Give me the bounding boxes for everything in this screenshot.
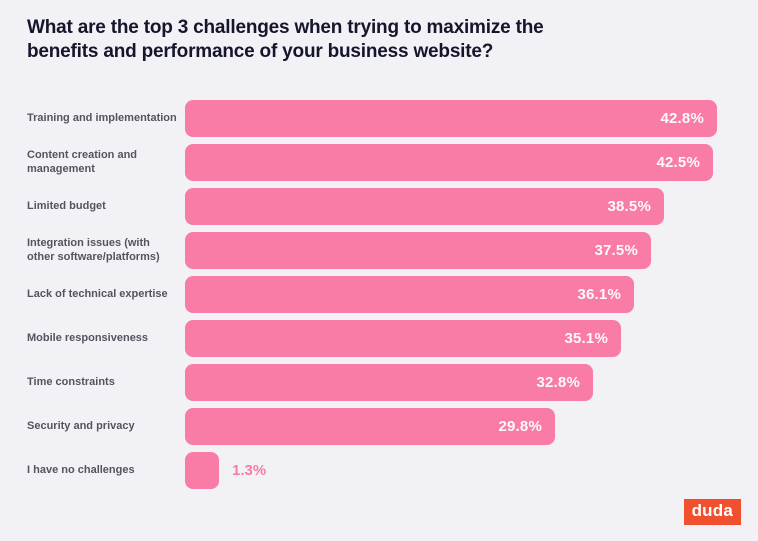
chart-row: Content creation and management 42.5% bbox=[0, 143, 758, 181]
chart-row: Integration issues (with other software/… bbox=[0, 231, 758, 269]
bar: 38.5% bbox=[185, 187, 664, 225]
bar-track: 29.8% bbox=[185, 407, 758, 445]
category-label: Limited budget bbox=[27, 199, 106, 212]
category-label: I have no challenges bbox=[27, 463, 135, 476]
bar: 42.8% bbox=[185, 99, 717, 137]
bar: 36.1% bbox=[185, 275, 634, 313]
bar-chart: Training and implementation 42.8% Content … bbox=[0, 99, 758, 489]
bar-track: 42.8% bbox=[185, 99, 758, 137]
bar-track: 36.1% bbox=[185, 275, 758, 313]
chart-row: Time constraints 32.8% bbox=[0, 363, 758, 401]
bar bbox=[185, 451, 219, 489]
bar-track: 32.8% bbox=[185, 363, 758, 401]
bar-value-label: 36.1% bbox=[577, 285, 621, 303]
category-label: Content creation and management bbox=[27, 148, 138, 176]
bar-value-label: 37.5% bbox=[594, 241, 638, 259]
bar-track: 37.5% bbox=[185, 231, 758, 269]
bar: 35.1% bbox=[185, 319, 621, 357]
chart-row: Lack of technical expertise 36.1% bbox=[0, 275, 758, 313]
bar-value-label: 42.5% bbox=[656, 153, 700, 171]
bar-value-label: 32.8% bbox=[536, 373, 580, 391]
bar: 42.5% bbox=[185, 143, 713, 181]
category-label: Lack of technical expertise bbox=[27, 287, 168, 300]
bar-value-label: 42.8% bbox=[660, 109, 704, 127]
chart-row: I have no challenges 1.3% bbox=[0, 451, 758, 489]
category-label: Mobile responsiveness bbox=[27, 331, 149, 344]
chart-row: Security and privacy 29.8% bbox=[0, 407, 758, 445]
chart-row: Mobile responsiveness 35.1% bbox=[0, 319, 758, 357]
category-label: Security and privacy bbox=[27, 419, 135, 432]
bar: 29.8% bbox=[185, 407, 555, 445]
bar-track: 35.1% bbox=[185, 319, 758, 357]
bar: 37.5% bbox=[185, 231, 651, 269]
category-label: Training and implementation bbox=[27, 111, 177, 124]
bar-track: 1.3% bbox=[185, 451, 758, 489]
bar-track: 42.5% bbox=[185, 143, 758, 181]
bar-track: 38.5% bbox=[185, 187, 758, 225]
chart-row: Limited budget 38.5% bbox=[0, 187, 758, 225]
bar: 32.8% bbox=[185, 363, 593, 401]
bar-rows: Training and implementation 42.8% Content … bbox=[0, 99, 758, 489]
category-label: Time constraints bbox=[27, 375, 115, 388]
bar-value-label: 1.3% bbox=[232, 461, 267, 479]
chart-title: What are the top 3 challenges when tryin… bbox=[27, 17, 544, 62]
bar-value-label: 35.1% bbox=[564, 329, 608, 347]
duda-logo: duda bbox=[683, 498, 741, 525]
chart-row: Training and implementation 42.8% bbox=[0, 99, 758, 137]
bar-value-label: 38.5% bbox=[607, 197, 651, 215]
bar-value-label: 29.8% bbox=[498, 417, 542, 435]
category-label: Integration issues (with other software/… bbox=[27, 236, 160, 264]
